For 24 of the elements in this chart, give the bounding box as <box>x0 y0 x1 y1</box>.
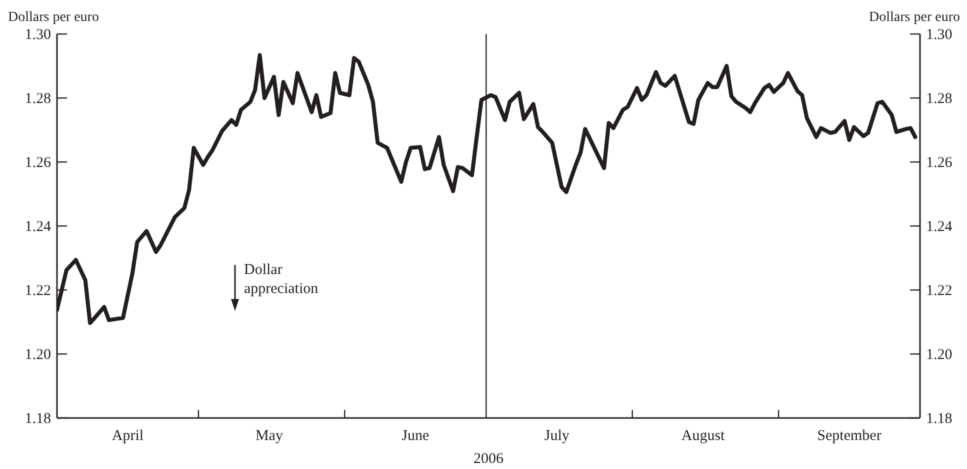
y2-tick-label: 1.28 <box>926 91 952 107</box>
x-axis-title: 2006 <box>474 451 504 467</box>
y-tick-label: 1.30 <box>24 27 51 43</box>
y-tick-label: 1.20 <box>24 347 51 363</box>
y2-axis-title: Dollars per euro <box>869 10 960 26</box>
y-tick-label: 1.26 <box>24 155 52 171</box>
y2-tick-label: 1.20 <box>926 347 952 363</box>
x-tick-label: April <box>112 428 144 444</box>
x-tick-label: July <box>544 428 570 444</box>
x-tick-label: May <box>255 428 284 444</box>
y2-tick-label: 1.22 <box>926 283 952 299</box>
y-tick-label: 1.22 <box>24 283 51 299</box>
y-tick-label: 1.24 <box>24 219 52 235</box>
y-tick-label: 1.18 <box>24 411 51 427</box>
y2-tick-label: 1.24 <box>926 219 953 235</box>
x-tick-label: June <box>402 428 430 444</box>
y2-tick-label: 1.18 <box>926 411 952 427</box>
y2-tick-label: 1.30 <box>926 27 952 43</box>
annotation: Dollar appreciation <box>244 261 318 299</box>
x-tick-label: September <box>817 428 882 444</box>
y2-tick-label: 1.26 <box>926 155 953 171</box>
y-tick-label: 1.28 <box>24 91 51 107</box>
x-tick-label: August <box>681 428 726 444</box>
y-axis-title: Dollars per euro <box>8 10 99 26</box>
